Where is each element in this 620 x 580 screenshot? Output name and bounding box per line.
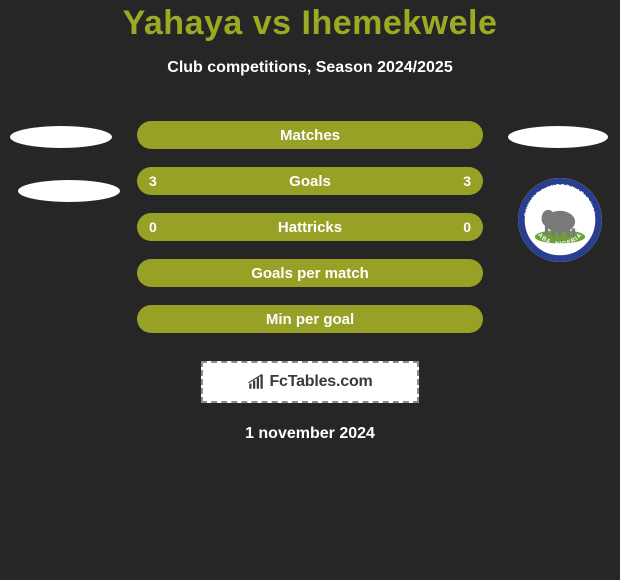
stat-label: Goals (289, 173, 331, 190)
page-title: Yahaya vs Ihemekwele (0, 4, 620, 43)
club-crest-icon: ENYIMBA INTERNATIONAL ABA, NIGERIA (518, 178, 602, 262)
stat-right-value: 0 (463, 219, 471, 235)
stat-label: Hattricks (278, 219, 342, 236)
stat-row-hattricks: 0 Hattricks 0 (137, 213, 483, 241)
stat-label: Matches (280, 127, 340, 144)
brand-text: FcTables.com (269, 373, 372, 391)
player1-club-placeholder (18, 180, 120, 202)
bar-chart-icon (247, 373, 265, 391)
player2-photo-placeholder (508, 126, 608, 148)
stat-row-goals: 3 Goals 3 (137, 167, 483, 195)
snapshot-date: 1 november 2024 (0, 425, 620, 443)
stat-left-value: 0 (149, 219, 157, 235)
player1-photo-placeholder (10, 126, 112, 148)
brand-watermark: FcTables.com (201, 361, 419, 403)
stat-row-goals-per-match: Goals per match (137, 259, 483, 287)
stat-row-min-per-goal: Min per goal (137, 305, 483, 333)
page-subtitle: Club competitions, Season 2024/2025 (0, 59, 620, 77)
stat-left-value: 3 (149, 173, 157, 189)
stat-row-matches: Matches (137, 121, 483, 149)
stat-right-value: 3 (463, 173, 471, 189)
stat-label: Goals per match (251, 265, 369, 282)
player2-club-crest: ENYIMBA INTERNATIONAL ABA, NIGERIA (518, 178, 602, 262)
stat-label: Min per goal (266, 311, 354, 328)
